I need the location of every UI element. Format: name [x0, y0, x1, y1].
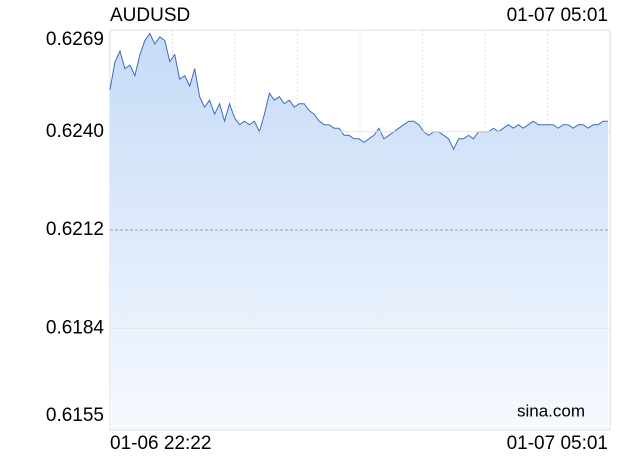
x-tick-label: 01-07 05:01 — [507, 433, 608, 454]
y-tick-label: 0.6240 — [46, 121, 104, 142]
y-tick-label: 0.6155 — [46, 405, 104, 426]
price-line — [109, 32, 608, 151]
watermark: sina.com — [517, 401, 585, 420]
area — [110, 33, 608, 430]
time-stamp: 01-07 05:01 — [507, 5, 608, 26]
y-tick-label: 0.6212 — [46, 219, 104, 240]
chart-title: AUDUSD — [110, 5, 190, 26]
x-tick-label: 01-06 22:22 — [110, 433, 211, 454]
y-tick-label: 0.6184 — [46, 317, 105, 338]
y-tick-label: 0.6269 — [46, 29, 104, 50]
